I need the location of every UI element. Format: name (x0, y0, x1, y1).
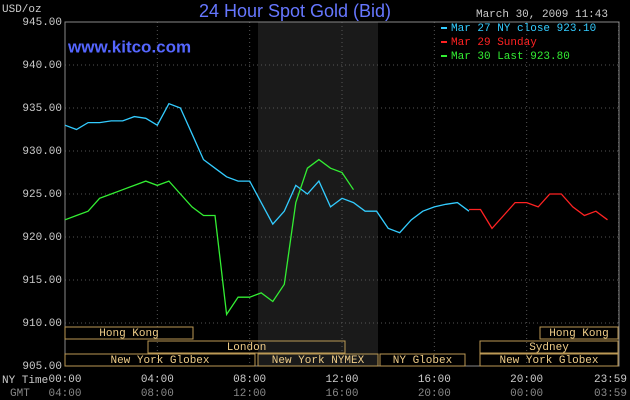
session-label: Hong Kong (99, 328, 158, 340)
x-tick-label: 12:00 (325, 374, 358, 386)
legend-label: Mar 27 NY close 923.10 (451, 23, 596, 35)
x2-tick-label: 12:00 (233, 388, 266, 400)
session-label: New York Globex (499, 355, 598, 367)
series-line (469, 193, 608, 230)
timestamp: March 30, 2009 11:43 (476, 9, 608, 21)
session-box (64, 353, 256, 367)
watermark: www.kitco.com (67, 37, 191, 56)
y-tick-label: 945.00 (22, 17, 62, 29)
y-tick-label: 930.00 (22, 146, 62, 158)
x-axis-label: NY Time (2, 375, 48, 387)
session-box (479, 353, 619, 367)
legend-label: Mar 30 Last 923.80 (451, 51, 570, 63)
session-label: New York NYMEX (272, 355, 365, 367)
session-box (479, 340, 619, 354)
x-tick-label: 16:00 (418, 374, 451, 386)
y-tick-label: 925.00 (22, 189, 62, 201)
session-box (147, 340, 346, 354)
session-box (379, 353, 466, 367)
session-box (64, 326, 194, 340)
x-tick-label: 00:00 (48, 374, 81, 386)
x-tick-label: 04:00 (141, 374, 174, 386)
series-line (64, 102, 470, 234)
chart-title: 24 Hour Spot Gold (Bid) (199, 1, 391, 21)
legend-label: Mar 29 Sunday (451, 37, 537, 49)
y-axis-label: USD/oz (2, 4, 42, 16)
session-label: New York Globex (110, 355, 209, 367)
y-tick-label: 920.00 (22, 232, 62, 244)
x2-tick-label: 20:00 (418, 388, 451, 400)
y-tick-label: 915.00 (22, 275, 62, 287)
session-label: NY Globex (393, 355, 453, 367)
session-box (539, 326, 619, 340)
x2-tick-label: 16:00 (325, 388, 358, 400)
x-tick-label: 20:00 (510, 374, 543, 386)
x-tick-label: 23:59 (594, 374, 627, 386)
session-label: London (227, 342, 267, 354)
session-label: Hong Kong (549, 328, 608, 340)
session-box (257, 353, 379, 367)
x2-tick-label: 08:00 (141, 388, 174, 400)
series-line (64, 158, 355, 317)
x2-axis-label: GMT (10, 388, 30, 400)
x-tick-label: 08:00 (233, 374, 266, 386)
x2-tick-label: 03:59 (594, 388, 627, 400)
y-tick-label: 905.00 (22, 361, 62, 373)
session-label: Sydney (529, 342, 569, 354)
x2-tick-label: 00:00 (510, 388, 543, 400)
y-tick-label: 910.00 (22, 318, 62, 330)
y-tick-label: 940.00 (22, 60, 62, 72)
y-tick-label: 935.00 (22, 103, 62, 115)
x2-tick-label: 04:00 (48, 388, 81, 400)
